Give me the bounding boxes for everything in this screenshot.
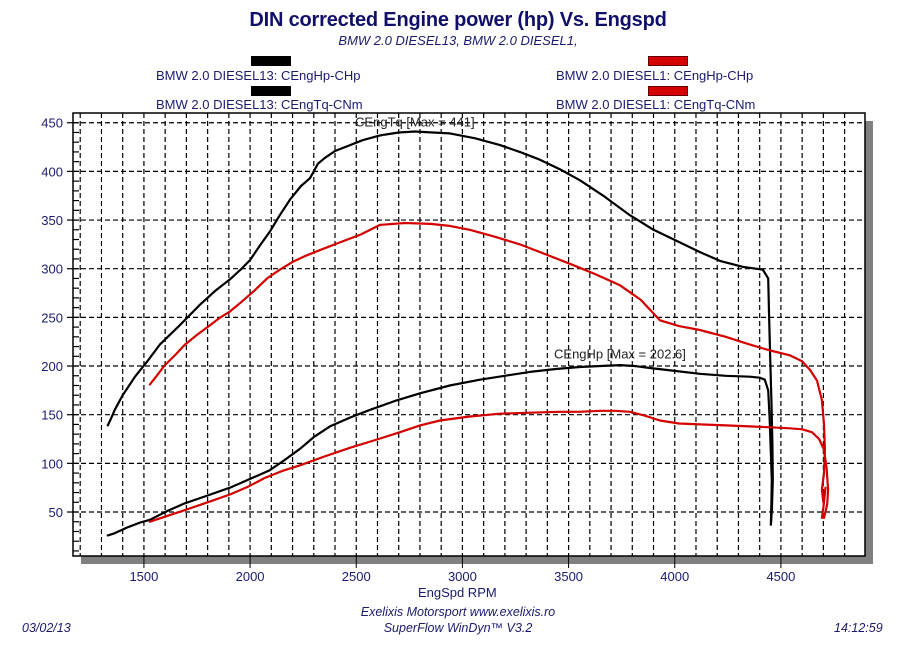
y-tick-label: 200 <box>41 359 63 374</box>
x-axis-title: EngSpd RPM <box>418 585 497 600</box>
x-tick-label: 4500 <box>766 569 795 584</box>
plot-frame <box>72 112 866 557</box>
legend-label-diesel1-tq: BMW 2.0 DIESEL1: CEngTq-CNm <box>556 97 756 112</box>
x-tick-label: 2500 <box>342 569 371 584</box>
x-tick-label: 4000 <box>660 569 689 584</box>
legend-label-diesel13-tq: BMW 2.0 DIESEL13: CEngTq-CNm <box>156 97 363 112</box>
legend-swatch-diesel13-hp <box>251 56 291 66</box>
series-line-0 <box>106 130 774 526</box>
legend-swatch-diesel1-hp <box>648 56 688 66</box>
y-tick-label: 400 <box>41 164 63 179</box>
y-tick-label: 50 <box>49 505 63 520</box>
footer-company: Exelixis Motorsport www.exelixis.ro <box>360 605 556 619</box>
y-tick-label: 150 <box>41 408 63 423</box>
max-annotation-1: CEngHp [Max = 202.6] <box>554 347 686 362</box>
x-tick-label: 1500 <box>129 569 158 584</box>
y-tick-label: 350 <box>41 213 63 228</box>
y-tick-label: 250 <box>41 310 63 325</box>
legend-swatch-diesel13-tq <box>251 86 291 96</box>
plot-background <box>73 113 865 556</box>
series-line-3 <box>148 409 830 523</box>
chart-subtitle: BMW 2.0 DIESEL13, BMW 2.0 DIESEL1, <box>338 33 578 48</box>
series-line-2 <box>106 364 773 537</box>
max-annotation-0: CEngTq [Max = 441] <box>355 114 475 129</box>
y-tick-label: 300 <box>41 262 63 277</box>
x-tick-label: 3000 <box>448 569 477 584</box>
x-tick-label: 2000 <box>236 569 265 584</box>
legend-label-diesel1-hp: BMW 2.0 DIESEL1: CEngHp-CHp <box>556 68 754 83</box>
legend-label-diesel13-hp: BMW 2.0 DIESEL13: CEngHp-CHp <box>156 68 361 83</box>
y-tick-label: 100 <box>41 456 63 471</box>
series-line-1 <box>148 221 827 519</box>
chart-title: DIN corrected Engine power (hp) Vs. Engs… <box>249 9 667 31</box>
footer-time: 14:12:59 <box>834 621 883 635</box>
footer-software: SuperFlow WinDyn™ V3.2 <box>383 621 533 635</box>
y-tick-label: 450 <box>41 116 63 131</box>
footer-date: 03/02/13 <box>22 621 71 635</box>
x-tick-label: 3500 <box>554 569 583 584</box>
legend-swatch-diesel1-tq <box>648 86 688 96</box>
